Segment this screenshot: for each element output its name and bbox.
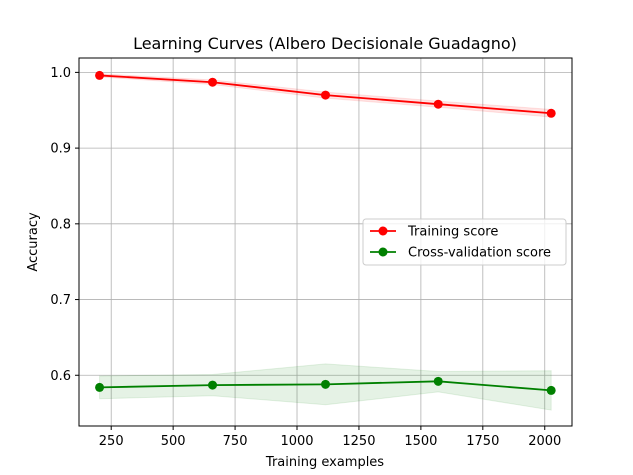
y-axis-label: Accuracy bbox=[26, 212, 41, 272]
chart-title: Learning Curves (Albero Decisionale Guad… bbox=[133, 34, 517, 53]
y-tick-label: 1.0 bbox=[50, 66, 71, 81]
y-tick-label: 0.7 bbox=[50, 293, 71, 308]
data-point bbox=[321, 379, 330, 389]
y-tick-label: 0.9 bbox=[50, 142, 71, 157]
data-point bbox=[546, 108, 556, 118]
x-axis-ticks: 250 500 750 1000 1250 1500 1750 2000 bbox=[99, 426, 561, 449]
data-point bbox=[321, 90, 330, 100]
legend: Training score Cross-validation score bbox=[362, 218, 567, 266]
data-point bbox=[208, 77, 218, 87]
x-tick-label: 1500 bbox=[404, 434, 437, 449]
data-point bbox=[433, 99, 443, 109]
data-point bbox=[546, 385, 556, 395]
x-tick-label: 2000 bbox=[528, 434, 561, 449]
y-axis-ticks: 0.6 0.7 0.8 0.9 1.0 bbox=[50, 66, 79, 384]
y-tick-label: 0.8 bbox=[50, 217, 71, 232]
data-point bbox=[95, 70, 105, 80]
legend-box bbox=[362, 218, 567, 266]
x-tick-label: 1000 bbox=[280, 434, 313, 449]
x-tick-label: 1750 bbox=[466, 434, 499, 449]
series-lines bbox=[95, 70, 556, 395]
plot-area-frame bbox=[78, 57, 573, 427]
x-axis-label: Training examples bbox=[265, 455, 384, 470]
data-point bbox=[95, 382, 105, 392]
legend-label: Cross-validation score bbox=[408, 246, 551, 261]
data-point bbox=[433, 376, 443, 386]
x-tick-label: 500 bbox=[161, 434, 186, 449]
data-point bbox=[208, 380, 218, 390]
y-tick-label: 0.6 bbox=[50, 369, 71, 384]
legend-label: Training score bbox=[407, 225, 498, 240]
x-tick-label: 1250 bbox=[342, 434, 375, 449]
legend-marker bbox=[378, 247, 388, 257]
x-tick-label: 750 bbox=[223, 434, 248, 449]
x-tick-label: 250 bbox=[99, 434, 124, 449]
legend-marker bbox=[378, 226, 388, 236]
